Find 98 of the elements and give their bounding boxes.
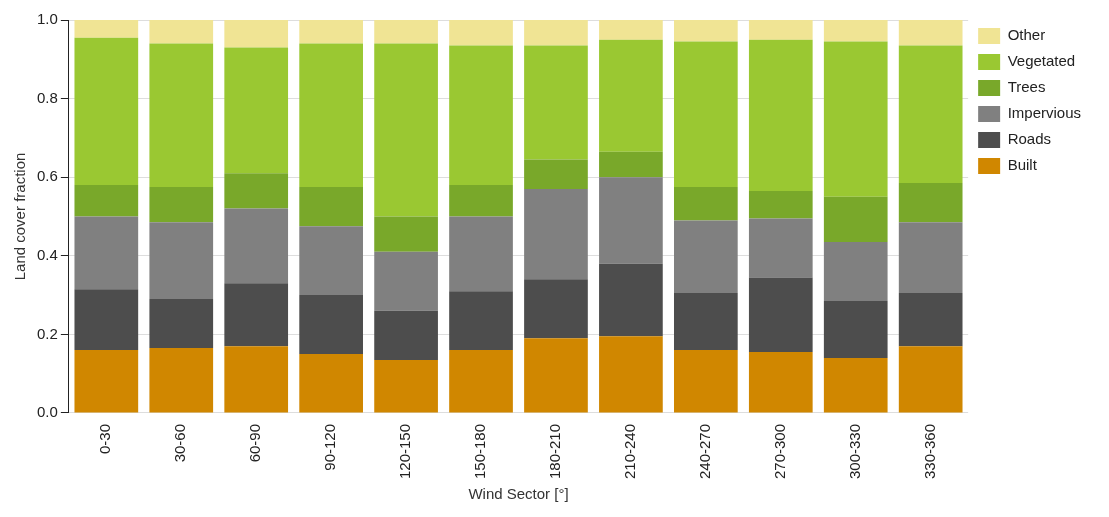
- bar: [599, 151, 663, 178]
- bar: [898, 346, 963, 413]
- legend-label: Trees: [1007, 78, 1046, 96]
- bar: [449, 185, 513, 217]
- y-tick-label: 0.8: [36, 88, 58, 106]
- bar: [524, 159, 588, 189]
- bar: [224, 47, 289, 174]
- bar: [449, 45, 513, 186]
- y-axis-title: Land cover fraction: [11, 152, 29, 281]
- bar: [898, 45, 963, 184]
- bar: [74, 20, 139, 38]
- bar: [524, 45, 588, 160]
- bar: [449, 350, 513, 413]
- legend-label: Built: [1007, 156, 1038, 174]
- bar: [374, 216, 438, 252]
- y-tick-label: 0.2: [36, 324, 58, 342]
- bar: [524, 20, 588, 46]
- x-tick-label: 60-90: [246, 423, 264, 463]
- bar: [374, 20, 438, 44]
- bar: [524, 338, 588, 413]
- bar: [299, 20, 363, 44]
- legend-label: Other: [1007, 26, 1046, 44]
- x-tick-label: 30-60: [171, 423, 189, 463]
- bar: [299, 295, 363, 355]
- bar: [823, 20, 888, 42]
- bar: [524, 188, 588, 280]
- bar: [374, 310, 438, 360]
- bar: [149, 20, 214, 44]
- bar: [674, 293, 738, 351]
- y-tick-label: 0.0: [36, 403, 58, 421]
- bar: [524, 279, 588, 339]
- bar: [748, 39, 813, 191]
- bar: [823, 242, 888, 301]
- bar: [748, 352, 813, 413]
- x-tick-label: 210-240: [621, 423, 639, 480]
- bar: [674, 41, 738, 187]
- legend-label: Roads: [1007, 130, 1051, 148]
- bar: [898, 293, 963, 347]
- bar: [599, 177, 663, 264]
- bar: [674, 220, 738, 294]
- legend-label: Impervious: [1007, 104, 1081, 122]
- bar: [748, 190, 813, 219]
- bar: [374, 43, 438, 217]
- x-tick-label: 180-210: [546, 423, 564, 480]
- bar: [299, 354, 363, 413]
- bar: [898, 183, 963, 223]
- bar: [74, 37, 139, 186]
- bar: [823, 357, 888, 413]
- x-tick-label: 240-270: [695, 423, 713, 480]
- bar: [599, 39, 663, 152]
- bar: [374, 359, 438, 413]
- bar: [449, 216, 513, 292]
- bar: [599, 263, 663, 337]
- bar: [224, 20, 289, 48]
- x-tick-label: 300-330: [845, 423, 863, 480]
- x-tick-label: 150-180: [471, 423, 489, 480]
- y-tick-label: 1.0: [36, 10, 58, 28]
- bar: [449, 20, 513, 46]
- x-tick-label: 0-30: [96, 423, 114, 454]
- x-tick-label: 120-150: [396, 423, 414, 480]
- bar: [898, 222, 963, 294]
- bar: [449, 291, 513, 351]
- bar: [149, 222, 214, 299]
- bar: [74, 216, 139, 290]
- bar: [748, 218, 813, 278]
- bar: [599, 20, 663, 40]
- y-tick-label: 0.4: [36, 245, 58, 263]
- x-axis-title: Wind Sector [°]: [468, 485, 569, 503]
- bar: [823, 300, 888, 358]
- bar: [748, 20, 813, 40]
- bar: [599, 336, 663, 413]
- x-tick-label: 90-120: [321, 423, 339, 471]
- bar: [898, 20, 963, 46]
- bar: [149, 299, 214, 349]
- bar: [74, 185, 139, 217]
- bar: [823, 196, 888, 243]
- bar: [224, 283, 289, 347]
- bar: [299, 187, 363, 227]
- bar: [374, 251, 438, 311]
- bar: [224, 208, 289, 284]
- bar: [748, 277, 813, 353]
- bar: [149, 348, 214, 413]
- y-tick-label: 0.6: [36, 167, 58, 185]
- bar: [674, 20, 738, 42]
- bar: [224, 346, 289, 413]
- bar: [674, 350, 738, 413]
- bar: [149, 43, 214, 187]
- bar: [74, 350, 139, 413]
- x-tick-label: 270-300: [770, 423, 788, 480]
- bar: [299, 43, 363, 187]
- legend-label: Vegetated: [1007, 52, 1076, 70]
- bar: [299, 226, 363, 296]
- bar: [674, 187, 738, 221]
- bar: [149, 187, 214, 223]
- bar: [74, 289, 139, 351]
- bar: [224, 173, 289, 209]
- x-tick-label: 330-360: [920, 423, 938, 480]
- bar: [823, 41, 888, 197]
